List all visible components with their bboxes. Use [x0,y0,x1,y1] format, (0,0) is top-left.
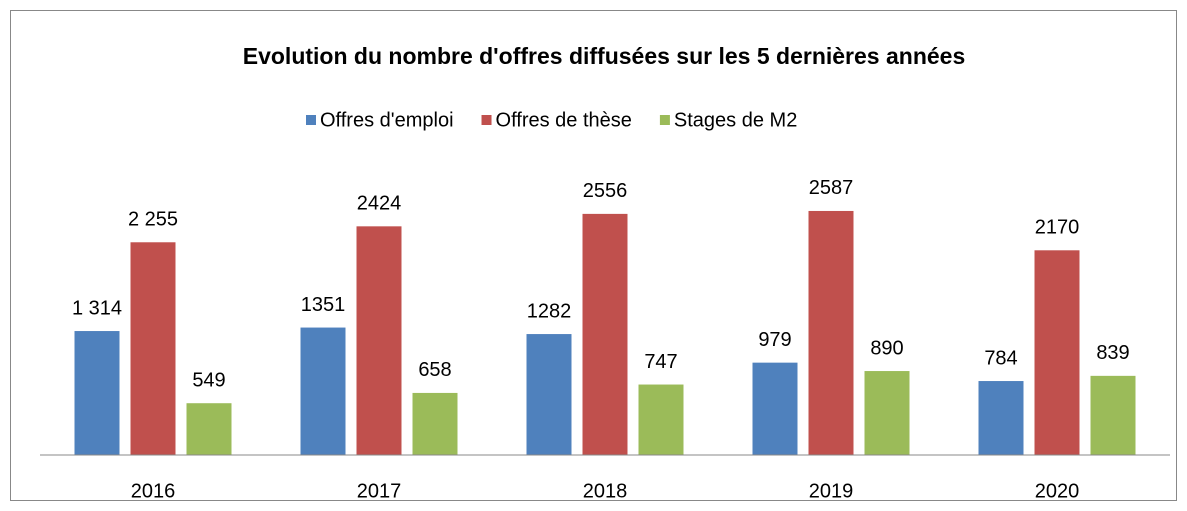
bar [74,331,120,455]
bar [412,392,458,455]
legend-swatch [306,115,316,125]
value-label: 890 [870,337,903,359]
bar [1034,250,1080,455]
value-label: 2556 [583,180,628,202]
bar [752,362,798,455]
value-label: 839 [1096,342,1129,364]
value-label: 658 [418,359,451,381]
legend-swatch [481,115,492,125]
bar [130,242,176,455]
x-tick-label: 2019 [809,480,854,502]
value-label: 2587 [809,177,854,199]
bar [526,334,572,455]
value-label: 784 [984,347,1017,369]
bar [1090,375,1136,455]
legend-label: Offres de thèse [496,109,632,131]
value-label: 2 255 [128,209,178,231]
bar [978,381,1024,455]
x-tick-label: 2016 [131,480,176,502]
value-label: 549 [192,369,225,391]
bar [582,213,628,455]
legend-swatch [659,115,670,125]
x-tick-label: 2020 [1035,480,1080,502]
value-label: 1282 [527,300,572,322]
value-label: 1 314 [72,297,122,319]
value-label: 2170 [1035,217,1080,239]
bar [638,384,684,455]
value-label: 747 [644,351,677,373]
value-label: 979 [758,329,791,351]
bar [356,226,402,455]
bar [808,210,854,455]
x-tick-label: 2018 [583,480,628,502]
bar [300,327,346,455]
x-tick-label: 2017 [357,480,402,502]
legend-label: Offres d'emploi [320,109,454,131]
bar [186,403,232,455]
bar [864,371,910,455]
value-label: 2424 [357,193,402,215]
value-label: 1351 [301,294,346,316]
chart-title: Evolution du nombre d'offres diffusées s… [243,43,966,69]
legend-label: Stages de M2 [674,109,797,131]
